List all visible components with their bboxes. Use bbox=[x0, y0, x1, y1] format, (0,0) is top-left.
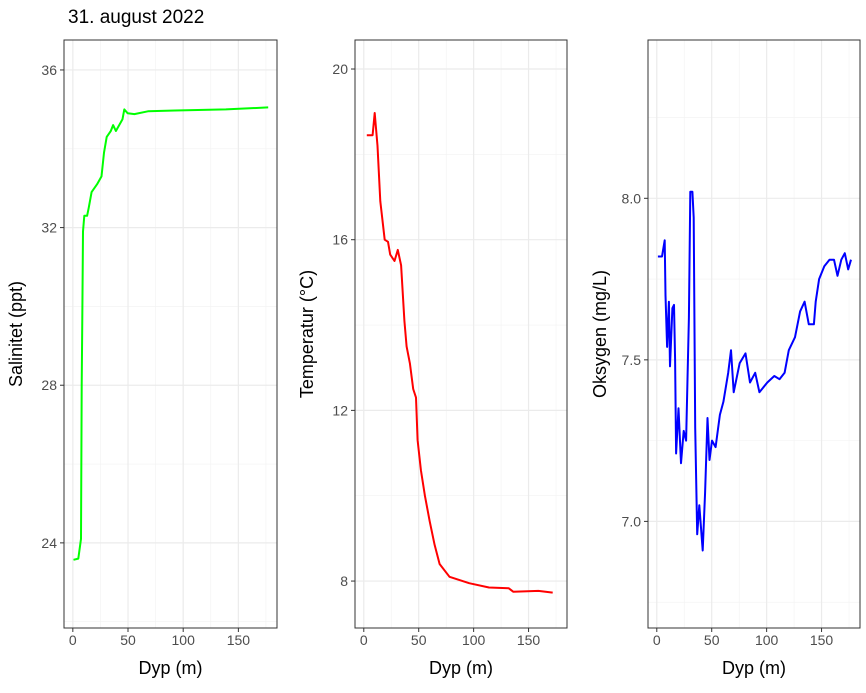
oxygen-x-axis-title: Dyp (m) bbox=[722, 658, 786, 678]
salinity-x-tick-label: 0 bbox=[69, 632, 77, 648]
temperature-y-tick-label: 20 bbox=[332, 61, 348, 77]
salinity-x-tick-label: 50 bbox=[120, 632, 136, 648]
salinity-y-axis-title: Salinitet (ppt) bbox=[6, 281, 26, 387]
oxygen-x-tick-label: 150 bbox=[810, 632, 834, 648]
salinity-y-tick-label: 24 bbox=[41, 535, 57, 551]
temperature-panel: 0 50 100 150 8 12 16 20 Dyp (m) Temperatur (°C) bbox=[297, 39, 568, 678]
salinity-x-axis-title: Dyp (m) bbox=[139, 658, 203, 678]
temperature-line bbox=[366, 112, 553, 594]
temperature-plot-background bbox=[355, 40, 567, 628]
salinity-panel-border bbox=[63, 39, 278, 629]
oxygen-panel-border bbox=[647, 39, 861, 629]
salinity-y-tick-label: 32 bbox=[41, 220, 57, 236]
salinity-line bbox=[73, 106, 269, 561]
oxygen-y-axis-title: Oksygen (mg/L) bbox=[590, 270, 610, 398]
oxygen-y-tick-label: 7.0 bbox=[622, 513, 642, 529]
salinity-plot-background bbox=[64, 40, 277, 628]
temperature-y-tick-label: 12 bbox=[332, 402, 348, 418]
temperature-y-tick-label: 8 bbox=[340, 573, 348, 589]
temperature-x-tick-label: 150 bbox=[517, 632, 541, 648]
salinity-y-tick-label: 28 bbox=[41, 377, 57, 393]
temperature-y-axis-title: Temperatur (°C) bbox=[297, 270, 317, 398]
oxygen-y-tick-label: 8.0 bbox=[622, 190, 642, 206]
oxygen-x-tick-label: 0 bbox=[653, 632, 661, 648]
oxygen-line bbox=[657, 190, 852, 552]
salinity-x-tick-label: 150 bbox=[227, 632, 251, 648]
temperature-y-tick-label: 16 bbox=[332, 232, 348, 248]
oxygen-plot-background bbox=[648, 40, 860, 628]
temperature-x-tick-label: 100 bbox=[462, 632, 486, 648]
temperature-x-tick-label: 50 bbox=[411, 632, 427, 648]
oxygen-panel: 0 50 100 150 7.0 7.5 8.0 Dyp (m) Oksygen (mg/L) bbox=[590, 39, 861, 678]
oxygen-y-tick-label: 7.5 bbox=[622, 352, 642, 368]
salinity-y-tick-label: 36 bbox=[41, 62, 57, 78]
temperature-panel-border bbox=[354, 39, 568, 629]
salinity-panel: 0 50 100 150 24 28 32 36 Dyp (m) Salinitet (ppt) bbox=[6, 39, 278, 678]
temperature-x-axis-title: Dyp (m) bbox=[429, 658, 493, 678]
salinity-x-tick-label: 100 bbox=[172, 632, 196, 648]
oxygen-x-tick-label: 50 bbox=[704, 632, 720, 648]
temperature-x-tick-label: 0 bbox=[360, 632, 368, 648]
oxygen-x-tick-label: 100 bbox=[755, 632, 779, 648]
chart-title: 31. august 2022 bbox=[68, 7, 205, 28]
